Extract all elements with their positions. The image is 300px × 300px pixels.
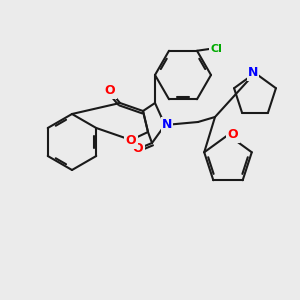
Text: N: N [162,118,172,131]
Text: N: N [248,67,258,80]
Text: O: O [105,85,115,98]
Text: Cl: Cl [210,44,222,54]
Text: O: O [126,134,136,148]
Text: O: O [133,142,143,154]
Text: O: O [228,128,238,142]
